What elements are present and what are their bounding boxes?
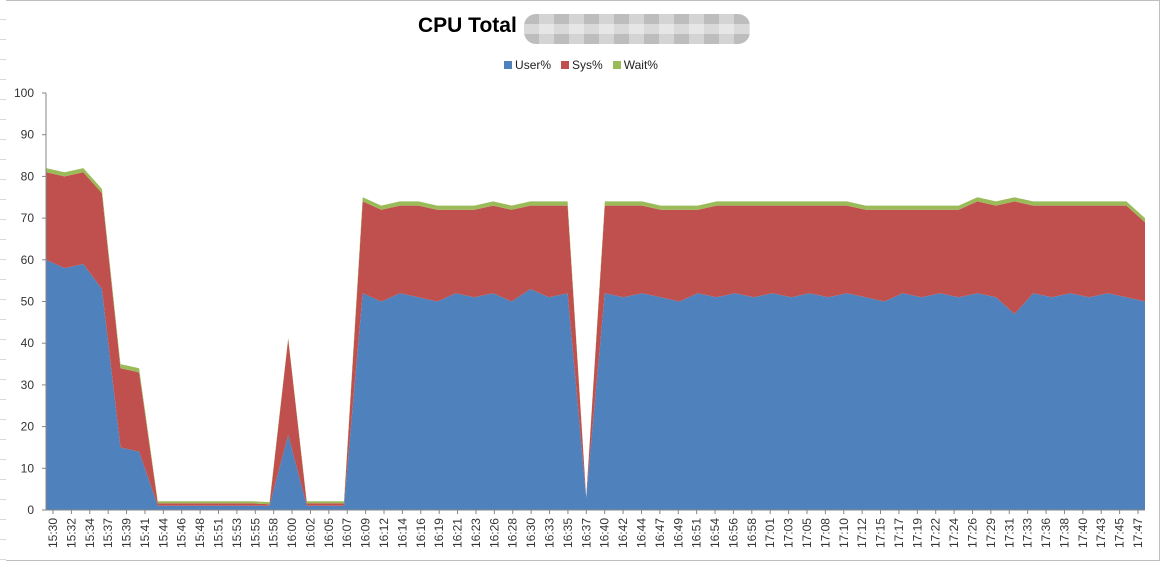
y-tick-label: 10 [21, 461, 35, 475]
x-tick-label: 16:49 [671, 518, 685, 548]
x-tick-label: 15:55 [248, 518, 262, 548]
x-tick-label: 17:43 [1094, 518, 1108, 548]
legend-label-sys: Sys% [572, 58, 603, 72]
x-tick-label: 15:34 [83, 518, 97, 548]
legend-swatch-wait [612, 61, 621, 69]
x-tick-label: 16:12 [377, 518, 391, 548]
x-tick-label: 16:28 [506, 518, 520, 548]
x-tick-label: 17:26 [965, 518, 979, 548]
y-tick-label: 90 [21, 128, 35, 142]
y-tick-label: 50 [21, 295, 35, 309]
legend-item-user: User% [504, 57, 551, 73]
y-tick-label: 40 [21, 336, 35, 350]
x-tick-label: 16:40 [598, 518, 612, 548]
x-tick-label: 16:33 [543, 518, 557, 548]
x-tick-label: 16:09 [359, 518, 373, 548]
x-tick-label: 17:05 [800, 518, 814, 548]
x-tick-label: 16:51 [690, 518, 704, 548]
legend-label-wait: Wait% [623, 58, 658, 72]
x-tick-label: 17:10 [837, 518, 851, 548]
y-tick-label: 100 [14, 86, 34, 100]
x-tick-label: 16:02 [303, 518, 317, 548]
x-tick-label: 17:19 [910, 518, 924, 548]
x-tick-label: 15:51 [212, 518, 226, 548]
x-tick-label: 16:47 [653, 518, 667, 548]
y-tick-label: 70 [21, 211, 35, 225]
x-tick-label: 17:38 [1057, 518, 1071, 548]
x-tick-label: 15:30 [46, 518, 60, 548]
x-tick-label: 16:05 [322, 518, 336, 548]
x-tick-label: 17:29 [984, 518, 998, 548]
x-tick-label: 16:44 [634, 518, 648, 548]
x-tick-label: 16:58 [745, 518, 759, 548]
x-tick-label: 17:45 [1113, 518, 1127, 548]
legend-label-user: User% [515, 58, 552, 72]
x-tick-label: 16:42 [616, 518, 630, 548]
legend-swatch-sys [561, 61, 570, 69]
x-tick-label: 16:19 [432, 518, 446, 548]
x-tick-label: 17:17 [892, 518, 906, 548]
legend-item-wait: Wait% [612, 57, 658, 73]
y-tick-label: 30 [21, 378, 35, 392]
x-tick-label: 16:16 [414, 518, 428, 548]
x-tick-label: 16:23 [469, 518, 483, 548]
x-tick-label: 17:08 [818, 518, 832, 548]
x-tick-label: 17:22 [929, 518, 943, 548]
redacted-title-suffix [524, 14, 750, 44]
x-tick-label: 16:14 [395, 518, 409, 548]
area-series-wait [46, 168, 1145, 505]
x-tick-label: 17:12 [855, 518, 869, 548]
x-tick-label: 15:32 [64, 518, 78, 548]
area-series-user [46, 259, 1145, 510]
x-tick-label: 15:39 [120, 518, 134, 548]
x-tick-label: 17:15 [874, 518, 888, 548]
x-tick-label: 15:41 [138, 518, 152, 548]
x-tick-label: 17:47 [1131, 518, 1145, 548]
x-tick-label: 16:26 [487, 518, 501, 548]
legend-swatch-user [504, 61, 513, 69]
x-tick-label: 16:54 [708, 518, 722, 548]
x-tick-label: 15:44 [156, 518, 170, 548]
area-series-sys [46, 172, 1145, 506]
y-tick-label: 20 [21, 420, 35, 434]
y-tick-label: 60 [21, 253, 35, 267]
x-tick-label: 15:53 [230, 518, 244, 548]
x-tick-label: 16:35 [561, 518, 575, 548]
x-tick-label: 17:36 [1039, 518, 1053, 548]
chart-title-area: CPU Total [0, 12, 1162, 46]
chart-title: CPU Total [418, 14, 517, 37]
x-tick-label: 15:48 [193, 518, 207, 548]
x-tick-label: 15:37 [101, 518, 115, 548]
x-tick-label: 16:00 [285, 518, 299, 548]
y-tick-label: 0 [27, 503, 34, 517]
x-tick-label: 15:58 [267, 518, 281, 548]
x-tick-label: 17:33 [1021, 518, 1035, 548]
legend-item-sys: Sys% [561, 57, 603, 73]
sheet-row-ruler [0, 0, 6, 563]
chart-legend: User% Sys% Wait% [0, 57, 1162, 73]
x-tick-label: 15:46 [175, 518, 189, 548]
x-tick-label: 17:40 [1076, 518, 1090, 548]
x-tick-label: 16:21 [451, 518, 465, 548]
x-tick-label: 17:24 [947, 518, 961, 548]
x-tick-label: 16:56 [726, 518, 740, 548]
x-tick-label: 16:37 [579, 518, 593, 548]
x-tick-label: 16:30 [524, 518, 538, 548]
y-tick-label: 80 [21, 169, 35, 183]
x-tick-label: 17:01 [763, 518, 777, 548]
x-tick-label: 17:31 [1002, 518, 1016, 548]
x-tick-label: 17:03 [782, 518, 796, 548]
x-tick-label: 16:07 [340, 518, 354, 548]
